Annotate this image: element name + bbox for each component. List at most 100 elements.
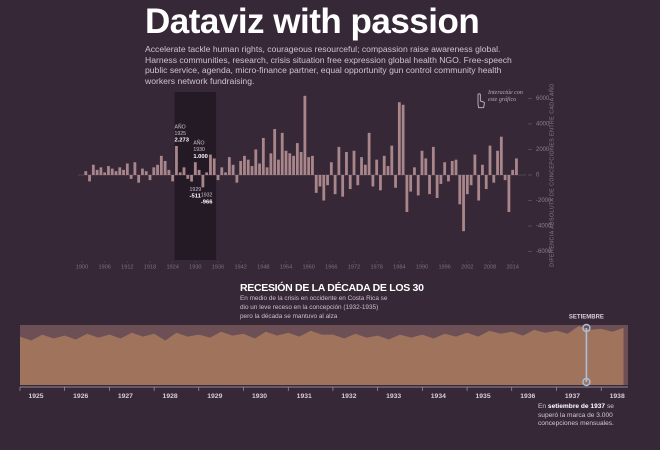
x-tick-label: 1900 <box>76 264 88 270</box>
bar <box>178 172 182 175</box>
bar <box>507 175 511 213</box>
bar <box>469 175 473 186</box>
bar <box>141 168 144 175</box>
bar <box>465 175 469 195</box>
bar <box>103 172 107 175</box>
x-tick-label: 2008 <box>484 264 496 270</box>
x-tick-label: 1931 <box>297 393 312 400</box>
bar <box>280 132 284 175</box>
x-tick-label: 1934 <box>431 393 446 400</box>
bar <box>243 155 246 175</box>
section-text: En medio de la crisis en occidente en Co… <box>240 295 388 320</box>
bar <box>84 171 88 175</box>
bar <box>182 167 186 175</box>
bar <box>326 175 329 186</box>
bar <box>454 159 458 175</box>
bar <box>122 169 125 175</box>
annotation-text: 2.273 <box>174 138 189 144</box>
bar <box>114 171 118 175</box>
bar <box>201 175 205 188</box>
bar <box>379 175 382 191</box>
bar <box>443 162 447 175</box>
bar <box>95 169 99 175</box>
marker-dot <box>582 323 591 333</box>
section-title: RECESIÓN DE LA DÉCADA DE LOS 30 <box>240 282 424 294</box>
bar <box>424 158 428 175</box>
y-tick-label: 6000 <box>536 96 550 102</box>
x-tick-label: 1937 <box>565 393 580 400</box>
bar <box>269 153 273 175</box>
bar <box>110 168 114 175</box>
note-bold: setiembre de 1937 <box>547 403 606 410</box>
bar <box>375 159 379 175</box>
x-tick-label: 1935 <box>475 393 490 400</box>
bar <box>458 175 462 205</box>
bar <box>99 167 103 175</box>
x-tick-label: 1954 <box>280 264 292 270</box>
interaction-hint: Interactúe con este gráfico <box>488 90 523 103</box>
x-tick-label: 1948 <box>257 264 269 270</box>
x-tick-label: 1933 <box>386 393 401 400</box>
x-tick-label: 1936 <box>212 264 224 270</box>
bar <box>107 166 110 175</box>
x-tick-label: 1936 <box>520 393 535 400</box>
bar <box>277 159 280 175</box>
bar <box>91 164 95 175</box>
bar <box>405 175 409 213</box>
bar <box>307 157 311 175</box>
bar <box>428 175 431 195</box>
bar <box>345 152 348 175</box>
bar <box>473 154 477 175</box>
bar <box>431 146 435 175</box>
bar <box>329 162 333 175</box>
x-tick-label: 1966 <box>325 264 337 270</box>
bar <box>250 166 254 175</box>
bar <box>224 172 227 175</box>
annotation-text: 1932 <box>201 193 213 199</box>
bar <box>450 160 454 175</box>
bar <box>447 175 450 182</box>
bar <box>318 175 322 187</box>
bar <box>231 164 235 175</box>
annotation-note: En setiembre de 1937 se superó la marca … <box>538 403 630 429</box>
bar <box>492 175 496 183</box>
annotation-text: 1.000 <box>193 154 208 160</box>
bar <box>511 169 515 175</box>
bar <box>322 175 326 201</box>
bar <box>333 175 337 195</box>
annotation-text: AÑO <box>174 123 185 130</box>
bar <box>292 155 295 175</box>
x-tick-label: 1918 <box>144 264 156 270</box>
bar <box>303 95 307 175</box>
bar <box>175 145 178 175</box>
x-tick-label: 1927 <box>118 393 133 400</box>
bar <box>341 175 345 197</box>
annotation-text: AÑO <box>193 140 204 147</box>
bar <box>197 169 201 175</box>
bar <box>371 175 375 187</box>
x-tick-label: 1930 <box>252 393 267 400</box>
bar <box>239 160 243 175</box>
x-tick-label: 1942 <box>234 264 246 270</box>
page-title: Dataviz with passion <box>145 2 480 41</box>
bar <box>118 167 122 175</box>
bar <box>152 167 156 175</box>
bar <box>129 175 133 179</box>
bar <box>499 136 503 175</box>
x-tick-label: 1972 <box>348 264 360 270</box>
bar <box>394 175 397 188</box>
bar <box>420 150 424 175</box>
annotation-text: -966 <box>201 199 213 205</box>
bar <box>227 157 231 175</box>
bar <box>382 155 386 175</box>
bar <box>137 175 141 183</box>
annotation-text: 1929 <box>190 187 202 193</box>
bar <box>261 137 265 175</box>
x-tick-label: 1996 <box>438 264 450 270</box>
bar <box>258 163 261 175</box>
bar <box>220 167 224 175</box>
y-tick-label: -4000 <box>536 224 552 230</box>
area <box>20 325 624 385</box>
